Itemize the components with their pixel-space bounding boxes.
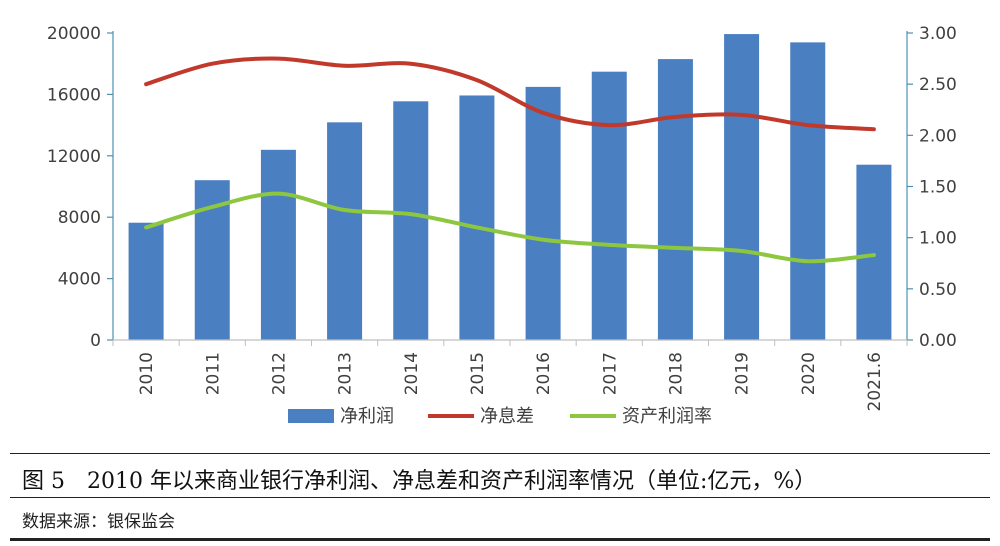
data-source: 数据来源：银保监会	[22, 512, 175, 532]
bar-2016	[525, 86, 561, 340]
bar-2015	[459, 95, 495, 340]
bottom-rule	[10, 538, 990, 541]
x-tick-label: 2011	[203, 352, 223, 395]
right-tick-label: 0.00	[919, 331, 957, 351]
bar-2013	[327, 122, 363, 340]
legend-label: 净息差	[480, 406, 534, 427]
x-tick-label: 2012	[269, 352, 289, 395]
right-tick-label: 0.50	[919, 280, 957, 300]
x-tick-label: 2015	[468, 352, 488, 395]
legend-label: 资产利润率	[622, 406, 712, 427]
x-tick-label: 2021.6	[865, 352, 885, 411]
legend: 净利润 净息差 资产利润率	[288, 406, 712, 427]
line-series-2	[144, 191, 876, 264]
x-tick-label: 2013	[336, 352, 356, 395]
left-tick-label: 20000	[47, 24, 101, 44]
left-tick-label: 8000	[58, 208, 101, 228]
x-tick-label: 2019	[733, 352, 753, 395]
right-tick-label: 3.00	[919, 24, 957, 44]
caption-top-rule	[10, 453, 990, 454]
right-tick-label: 2.00	[919, 126, 957, 146]
tick-labels: 0 4000 8000 12000 16000 20000 0.00 0.50 1.00 1.50…	[47, 24, 957, 411]
x-tick-label: 2020	[799, 352, 819, 395]
left-tick-label: 12000	[47, 147, 101, 167]
x-tick-label: 2014	[402, 352, 422, 395]
legend-label: 净利润	[340, 406, 394, 427]
bar-2014	[393, 101, 429, 341]
bar-2010	[128, 222, 164, 340]
bar-series	[128, 34, 892, 341]
bar-2018	[657, 59, 693, 340]
bar-2019	[724, 34, 760, 341]
x-tick-label: 2017	[600, 352, 620, 395]
chart: 0 4000 8000 12000 16000 20000 0.00 0.50 1.00 1.50…	[47, 24, 957, 427]
right-tick-label: 1.00	[919, 229, 957, 249]
bar-2021.6	[856, 164, 892, 340]
line-series	[144, 56, 876, 264]
right-tick-label: 1.50	[919, 178, 957, 198]
legend-swatch-bar	[288, 409, 334, 423]
figure-caption: 图 5 2010 年以来商业银行净利润、净息差和资产利润率情况（单位:亿元，%）	[22, 469, 817, 494]
caption-bottom-rule	[10, 497, 990, 498]
bar-2020	[790, 42, 826, 341]
right-tick-label: 2.50	[919, 75, 957, 95]
bar-2012	[260, 149, 296, 340]
left-tick-label: 0	[90, 331, 101, 351]
x-tick-label: 2010	[137, 352, 157, 395]
x-tick-label: 2016	[534, 352, 554, 395]
x-tick-label: 2018	[666, 352, 686, 395]
left-tick-label: 4000	[58, 270, 101, 290]
bar-2017	[591, 71, 627, 340]
axes	[107, 31, 913, 346]
left-tick-label: 16000	[47, 85, 101, 105]
line-series-1	[144, 56, 876, 132]
